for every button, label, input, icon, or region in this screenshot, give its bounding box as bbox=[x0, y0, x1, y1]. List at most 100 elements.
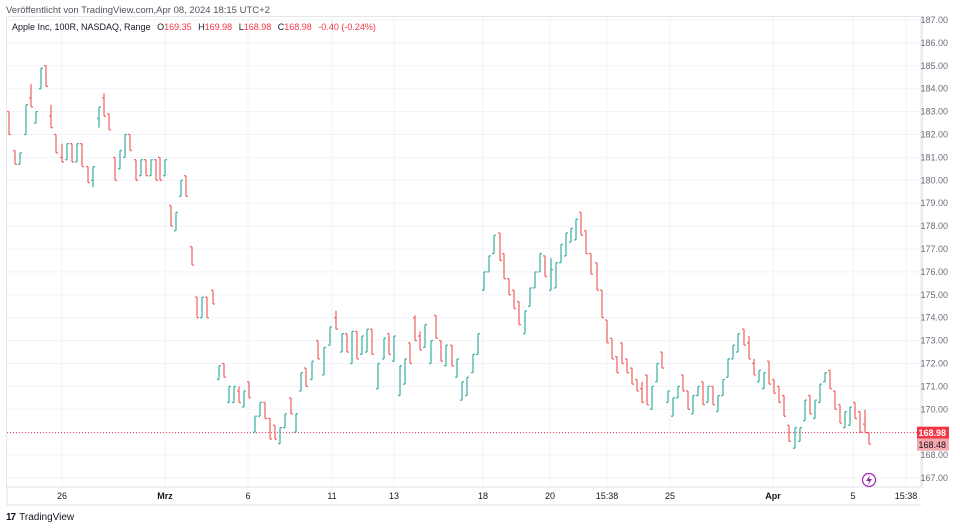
price-tick-label: 173.00 bbox=[920, 336, 948, 346]
ohlc-bar bbox=[512, 289, 516, 310]
ohlc-bar bbox=[465, 376, 469, 397]
ohlc-bar bbox=[334, 310, 338, 330]
ohlc-bar bbox=[630, 367, 634, 385]
ohlc-bar bbox=[217, 365, 221, 381]
ohlc-bar bbox=[345, 333, 349, 353]
high-label: H bbox=[198, 22, 205, 32]
ohlc-bar bbox=[102, 93, 106, 117]
ohlc-bar bbox=[289, 397, 293, 415]
ohlc-bar bbox=[726, 358, 730, 378]
ohlc-bar bbox=[600, 289, 604, 319]
time-tick-label: 5 bbox=[850, 491, 855, 501]
ohlc-bar bbox=[118, 149, 122, 170]
close-value: 168.98 bbox=[284, 22, 312, 32]
time-tick-label: 15:38 bbox=[895, 491, 918, 501]
ohlc-bar bbox=[65, 143, 69, 161]
tradingview-logo[interactable]: 17 TradingView bbox=[6, 512, 74, 523]
ohlc-bars bbox=[7, 65, 871, 449]
price-axis[interactable]: 187.00 186.00 185.00 184.00 183.00 182.00 181.… bbox=[920, 15, 948, 483]
low-value: 168.98 bbox=[243, 22, 272, 32]
ohlc-bar bbox=[365, 328, 369, 353]
time-tick-label: 15:38 bbox=[596, 491, 619, 501]
price-tick-label: 171.00 bbox=[920, 381, 948, 391]
price-tick-label: 170.00 bbox=[920, 404, 948, 414]
ohlc-bar bbox=[75, 143, 79, 163]
chart-frame bbox=[6, 16, 923, 488]
ohlc-bar bbox=[163, 159, 167, 177]
time-tick-label: 13 bbox=[389, 491, 399, 501]
ohlc-bar bbox=[91, 165, 95, 188]
price-tick-label: 183.00 bbox=[920, 107, 948, 117]
ohlc-bar bbox=[184, 175, 188, 197]
ohlc-bar bbox=[716, 394, 720, 413]
ohlc-bar bbox=[538, 252, 542, 273]
price-tick-label: 175.00 bbox=[920, 290, 948, 300]
price-tick-label: 181.00 bbox=[920, 152, 948, 162]
ohlc-bar bbox=[258, 401, 262, 417]
time-axis[interactable]: 26 Mrz 6 11 13 18 20 15:38 25 Apr 5 15:38 bbox=[57, 491, 917, 501]
time-tick-label: 6 bbox=[245, 491, 250, 501]
ohlc-bar bbox=[747, 336, 751, 360]
ohlc-bar bbox=[304, 367, 308, 388]
ohlc-bar bbox=[671, 397, 675, 417]
ohlc-bar bbox=[589, 252, 593, 275]
symbol-legend: Apple Inc, 100R, NASDAQ, Range O169.35 H… bbox=[12, 22, 376, 32]
ohlc-bar bbox=[205, 296, 209, 319]
time-tick-label: 25 bbox=[665, 491, 675, 501]
price-tick-label: 176.00 bbox=[920, 267, 948, 277]
ohlc-bar bbox=[299, 372, 303, 392]
ohlc-bar bbox=[772, 378, 776, 394]
time-tick-label: 26 bbox=[57, 491, 67, 501]
ohlc-bar bbox=[696, 385, 700, 397]
ohlc-bar bbox=[706, 385, 710, 404]
price-tick-label: 168.00 bbox=[920, 450, 948, 460]
ohlc-bar bbox=[144, 159, 148, 177]
ohlc-bar bbox=[392, 335, 396, 362]
ohlc-bar bbox=[843, 410, 847, 429]
ohlc-bar bbox=[13, 149, 17, 165]
ohlc-bar bbox=[721, 378, 725, 397]
ohlc-bar bbox=[444, 344, 448, 367]
ohlc-bar bbox=[273, 424, 277, 440]
ohlc-bar bbox=[169, 204, 173, 227]
ohlc-bar bbox=[645, 374, 649, 406]
open-label: O bbox=[157, 22, 165, 32]
high-value: 169.98 bbox=[204, 22, 233, 32]
ohlc-bar bbox=[584, 230, 588, 255]
ohlc-bar bbox=[595, 262, 599, 291]
published-caption: Veröffentlicht von TradingView.com,Apr 0… bbox=[6, 5, 270, 16]
change-value: -0.40 (-0.24%) bbox=[318, 22, 376, 32]
ohlc-bar bbox=[403, 358, 407, 385]
ohlc-bar bbox=[813, 399, 817, 420]
ohlc-bar bbox=[655, 362, 659, 383]
time-tick-label: 18 bbox=[478, 491, 488, 501]
tradingview-logo-icon: 17 bbox=[6, 512, 16, 523]
ohlc-bar bbox=[564, 232, 568, 257]
ohlc-bar bbox=[413, 315, 417, 342]
ohlc-bar bbox=[569, 227, 573, 243]
ohlc-bar bbox=[803, 399, 807, 422]
brand-name: TradingView bbox=[19, 512, 75, 523]
ohlc-bar bbox=[134, 159, 138, 181]
ohlc-bar bbox=[502, 252, 506, 280]
ohlc-bar bbox=[179, 179, 183, 197]
ohlc-bar bbox=[731, 344, 735, 360]
ohlc-bar bbox=[848, 406, 852, 426]
ohlc-bar bbox=[24, 104, 28, 136]
ohlc-bar bbox=[828, 369, 832, 390]
lightning-icon[interactable] bbox=[861, 472, 877, 488]
ohlc-bar bbox=[123, 133, 127, 159]
ohlc-bar bbox=[247, 381, 251, 399]
time-tick-label: 11 bbox=[327, 491, 336, 501]
ohlc-bar bbox=[34, 110, 38, 124]
ohlc-bar bbox=[635, 378, 639, 392]
ohlc-bar bbox=[227, 385, 231, 404]
ohlc-bar bbox=[418, 331, 422, 351]
ohlc-bar bbox=[328, 326, 332, 346]
ohlc-bar bbox=[60, 143, 64, 163]
open-value: 169.35 bbox=[164, 22, 192, 32]
ohlc-bar bbox=[782, 394, 786, 417]
ohlc-bar bbox=[283, 413, 287, 429]
price-tick-label: 174.00 bbox=[920, 313, 948, 323]
